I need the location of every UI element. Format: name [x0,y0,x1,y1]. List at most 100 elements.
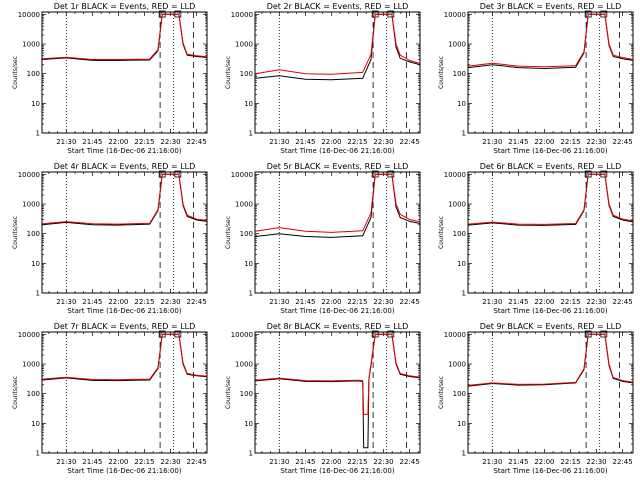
y-tick-label: 1000 [448,361,466,369]
x-tick-label: 22:00 [321,298,341,306]
y-tick-label: 1 [249,450,253,458]
x-tick-label: 22:15 [347,298,367,306]
panel-title: Det 3r BLACK = Events, RED = LLD [480,2,622,11]
x-tick-label: 21:45 [82,458,102,466]
y-tick-label: 100 [27,70,40,78]
detector-panel-4: Det 4r BLACK = Events, RED = LLD Counts/s… [12,162,208,315]
x-tick-label: 21:30 [56,458,76,466]
y-tick-label: 1000 [22,41,40,49]
y-axis-label: Counts/sec [438,376,445,409]
y-tick-label: 1 [249,290,253,298]
y-tick-label: 10 [31,420,40,428]
x-tick-label: 21:45 [295,138,315,146]
x-axis-label: Start Time (16-Dec-06 21:16:00) [67,307,181,315]
x-tick-label: 22:45 [612,298,632,306]
y-axis-label: Counts/sec [225,56,232,89]
y-tick-label: 1000 [235,361,253,369]
x-tick-label: 22:30 [373,138,393,146]
y-tick-label: 1 [36,130,40,138]
x-tick-label: 21:45 [295,298,315,306]
y-axis-label: Counts/sec [438,216,445,249]
y-tick-label: 1 [462,450,466,458]
panel-title: Det 7r BLACK = Events, RED = LLD [54,322,196,331]
y-tick-label: 10000 [444,11,466,19]
plot-frame [254,11,421,134]
series-line-lld [468,173,634,225]
y-axis-label: Counts/sec [12,376,19,409]
y-tick-label: 10 [244,260,253,268]
x-tick-label: 21:30 [56,298,76,306]
x-tick-label: 22:45 [399,458,419,466]
y-tick-label: 100 [240,70,253,78]
y-tick-label: 100 [453,70,466,78]
series-line-lld [42,333,208,381]
x-tick-label: 22:00 [321,458,341,466]
x-axis-label: Start Time (16-Dec-06 21:16:00) [280,307,394,315]
y-tick-label: 10 [244,420,253,428]
x-tick-label: 21:30 [56,138,76,146]
x-tick-label: 22:30 [160,458,180,466]
y-tick-label: 10000 [231,331,253,339]
x-tick-label: 21:30 [482,138,502,146]
y-tick-label: 1000 [448,41,466,49]
x-tick-label: 21:30 [269,298,289,306]
x-axis-label: Start Time (16-Dec-06 21:16:00) [493,147,607,155]
y-tick-label: 1000 [22,361,40,369]
x-tick-label: 22:00 [108,458,128,466]
x-tick-label: 21:45 [508,458,528,466]
x-tick-label: 22:15 [560,138,580,146]
x-tick-label: 22:30 [373,458,393,466]
x-tick-label: 22:30 [586,298,606,306]
plot-frame [254,331,421,454]
x-axis-label: Start Time (16-Dec-06 21:16:00) [493,307,607,315]
plot-frame [41,11,208,134]
y-tick-label: 1000 [448,201,466,209]
x-tick-label: 22:45 [186,458,206,466]
series-line-lld [42,13,208,60]
y-tick-label: 1 [462,130,466,138]
y-axis-label: Counts/sec [12,56,19,89]
x-tick-label: 22:00 [534,458,554,466]
x-tick-label: 22:30 [373,298,393,306]
y-tick-label: 10000 [18,11,40,19]
y-tick-label: 10000 [231,171,253,179]
x-axis-label: Start Time (16-Dec-06 21:16:00) [67,467,181,475]
panel-title: Det 6r BLACK = Events, RED = LLD [480,162,622,171]
panel-title: Det 2r BLACK = Events, RED = LLD [267,2,409,11]
series-line-lld [468,333,634,386]
y-tick-label: 1 [36,290,40,298]
series-line-lld [255,333,421,415]
x-tick-label: 21:45 [508,298,528,306]
y-tick-label: 1000 [235,41,253,49]
x-tick-label: 21:45 [295,458,315,466]
x-tick-label: 22:30 [160,138,180,146]
detector-panel-6: Det 6r BLACK = Events, RED = LLD Counts/s… [438,162,634,315]
x-tick-label: 21:45 [82,138,102,146]
panel-title: Det 4r BLACK = Events, RED = LLD [54,162,196,171]
x-tick-label: 22:15 [347,458,367,466]
x-axis-label: Start Time (16-Dec-06 21:16:00) [280,147,394,155]
x-tick-label: 22:00 [534,298,554,306]
x-axis-label: Start Time (16-Dec-06 21:16:00) [67,147,181,155]
x-tick-label: 22:45 [612,458,632,466]
x-tick-label: 22:30 [586,138,606,146]
detector-panel-8: Det 8r BLACK = Events, RED = LLD Counts/s… [225,322,421,475]
y-tick-label: 10 [457,260,466,268]
series-line-lld [255,173,421,233]
panel-title: Det 9r BLACK = Events, RED = LLD [480,322,622,331]
y-tick-label: 10 [31,100,40,108]
x-tick-label: 21:30 [482,458,502,466]
y-tick-label: 100 [27,390,40,398]
x-tick-label: 22:45 [399,298,419,306]
y-axis-label: Counts/sec [12,216,19,249]
detector-panel-3: Det 3r BLACK = Events, RED = LLD Counts/s… [438,2,634,155]
x-tick-label: 22:45 [612,138,632,146]
y-tick-label: 1 [462,290,466,298]
panel-title: Det 1r BLACK = Events, RED = LLD [54,2,196,11]
y-tick-label: 1 [249,130,253,138]
x-tick-label: 22:15 [134,138,154,146]
y-tick-label: 100 [240,390,253,398]
x-tick-label: 22:15 [560,298,580,306]
x-tick-label: 22:15 [347,138,367,146]
